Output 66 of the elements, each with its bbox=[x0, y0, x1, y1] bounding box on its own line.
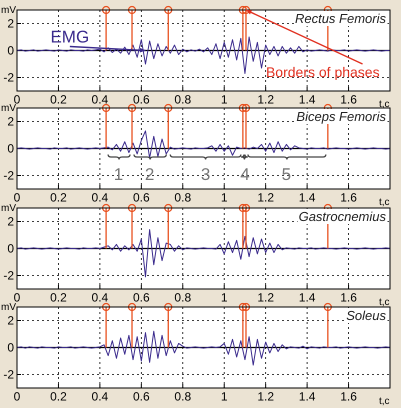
x-tick-label: 1.2 bbox=[257, 290, 274, 305]
annotation: 3 bbox=[200, 165, 210, 184]
y-tick-label: -2 bbox=[3, 70, 14, 84]
x-tick-label: 1.4 bbox=[298, 390, 316, 404]
x-tick-label: 1.4 bbox=[298, 92, 316, 107]
x-tick-label: 0.6 bbox=[132, 390, 150, 404]
x-tick-label: 0.2 bbox=[50, 290, 68, 305]
y-axis-title: mV bbox=[1, 103, 16, 114]
chart-title: Gastrocnemius bbox=[298, 209, 386, 224]
x-tick-label: 1.4 bbox=[298, 190, 316, 205]
annotation: Borders of phases bbox=[266, 64, 380, 80]
x-axis-title: t,c bbox=[379, 197, 390, 208]
y-tick-label: 2 bbox=[7, 114, 14, 128]
x-tick-label: 0.2 bbox=[50, 92, 68, 107]
x-tick-label: 0.4 bbox=[92, 190, 109, 205]
chart-title: Biceps Femoris bbox=[296, 109, 386, 124]
y-tick-label: 0 bbox=[7, 141, 14, 156]
annotation: 4 bbox=[240, 165, 250, 184]
y-axis-title: mV bbox=[1, 5, 16, 16]
line-series bbox=[16, 330, 390, 366]
x-axis-title: t,c bbox=[379, 99, 390, 110]
x-tick-label: 0.2 bbox=[50, 390, 68, 404]
x-tick-label: 0.8 bbox=[174, 92, 192, 107]
annotation: 2 bbox=[144, 165, 154, 184]
y-tick-label: 0 bbox=[7, 241, 14, 256]
line-series bbox=[16, 130, 390, 158]
y-tick-label: 2 bbox=[7, 214, 14, 228]
x-axis-title: t,c bbox=[379, 396, 390, 407]
x-tick-label: 1 bbox=[220, 290, 228, 305]
annotation: EMG bbox=[50, 28, 90, 46]
x-tick-label: 1 bbox=[220, 190, 228, 205]
x-tick-label: 1 bbox=[220, 92, 228, 107]
line-series bbox=[16, 229, 390, 278]
annotation: 1 bbox=[114, 165, 124, 184]
x-tick-label: 0.4 bbox=[92, 92, 109, 107]
x-tick-label: 1.6 bbox=[340, 92, 358, 107]
x-tick-label: 1.2 bbox=[257, 92, 274, 107]
x-axis-title: t,c bbox=[379, 297, 390, 308]
y-axis-title: mV bbox=[1, 302, 16, 313]
x-tick-label: 1.2 bbox=[257, 190, 274, 205]
x-tick-label: 0.2 bbox=[50, 190, 68, 205]
x-tick-label: 1 bbox=[220, 390, 228, 404]
y-tick-label: 0 bbox=[7, 340, 14, 354]
y-tick-label: 0 bbox=[7, 43, 14, 58]
chart-title: Rectus Femoris bbox=[294, 11, 386, 26]
y-tick-label: -2 bbox=[3, 268, 14, 282]
x-tick-label: 0.8 bbox=[174, 290, 192, 305]
y-tick-label: -2 bbox=[3, 367, 14, 382]
chart-title: Soleus bbox=[346, 308, 386, 323]
x-tick-label: 0.4 bbox=[92, 390, 109, 404]
x-tick-label: 0.8 bbox=[174, 190, 192, 205]
x-tick-label: 0.6 bbox=[132, 190, 150, 205]
y-tick-label: 2 bbox=[7, 16, 14, 30]
annotation: 5 bbox=[282, 165, 292, 184]
y-tick-label: 2 bbox=[7, 313, 14, 328]
x-tick-label: 0.6 bbox=[132, 290, 150, 305]
x-tick-label: 0.8 bbox=[174, 390, 192, 404]
x-tick-label: 1.6 bbox=[340, 290, 358, 305]
x-tick-label: 1.6 bbox=[340, 190, 358, 205]
y-axis-title: mV bbox=[1, 203, 16, 214]
x-tick-label: 0.6 bbox=[132, 92, 150, 107]
y-tick-label: -2 bbox=[3, 168, 14, 182]
x-tick-label: 1.6 bbox=[340, 390, 358, 404]
x-tick-label: 0.4 bbox=[92, 290, 109, 305]
x-tick-label: 1.2 bbox=[257, 390, 274, 404]
x-tick-label: 1.4 bbox=[298, 290, 316, 305]
